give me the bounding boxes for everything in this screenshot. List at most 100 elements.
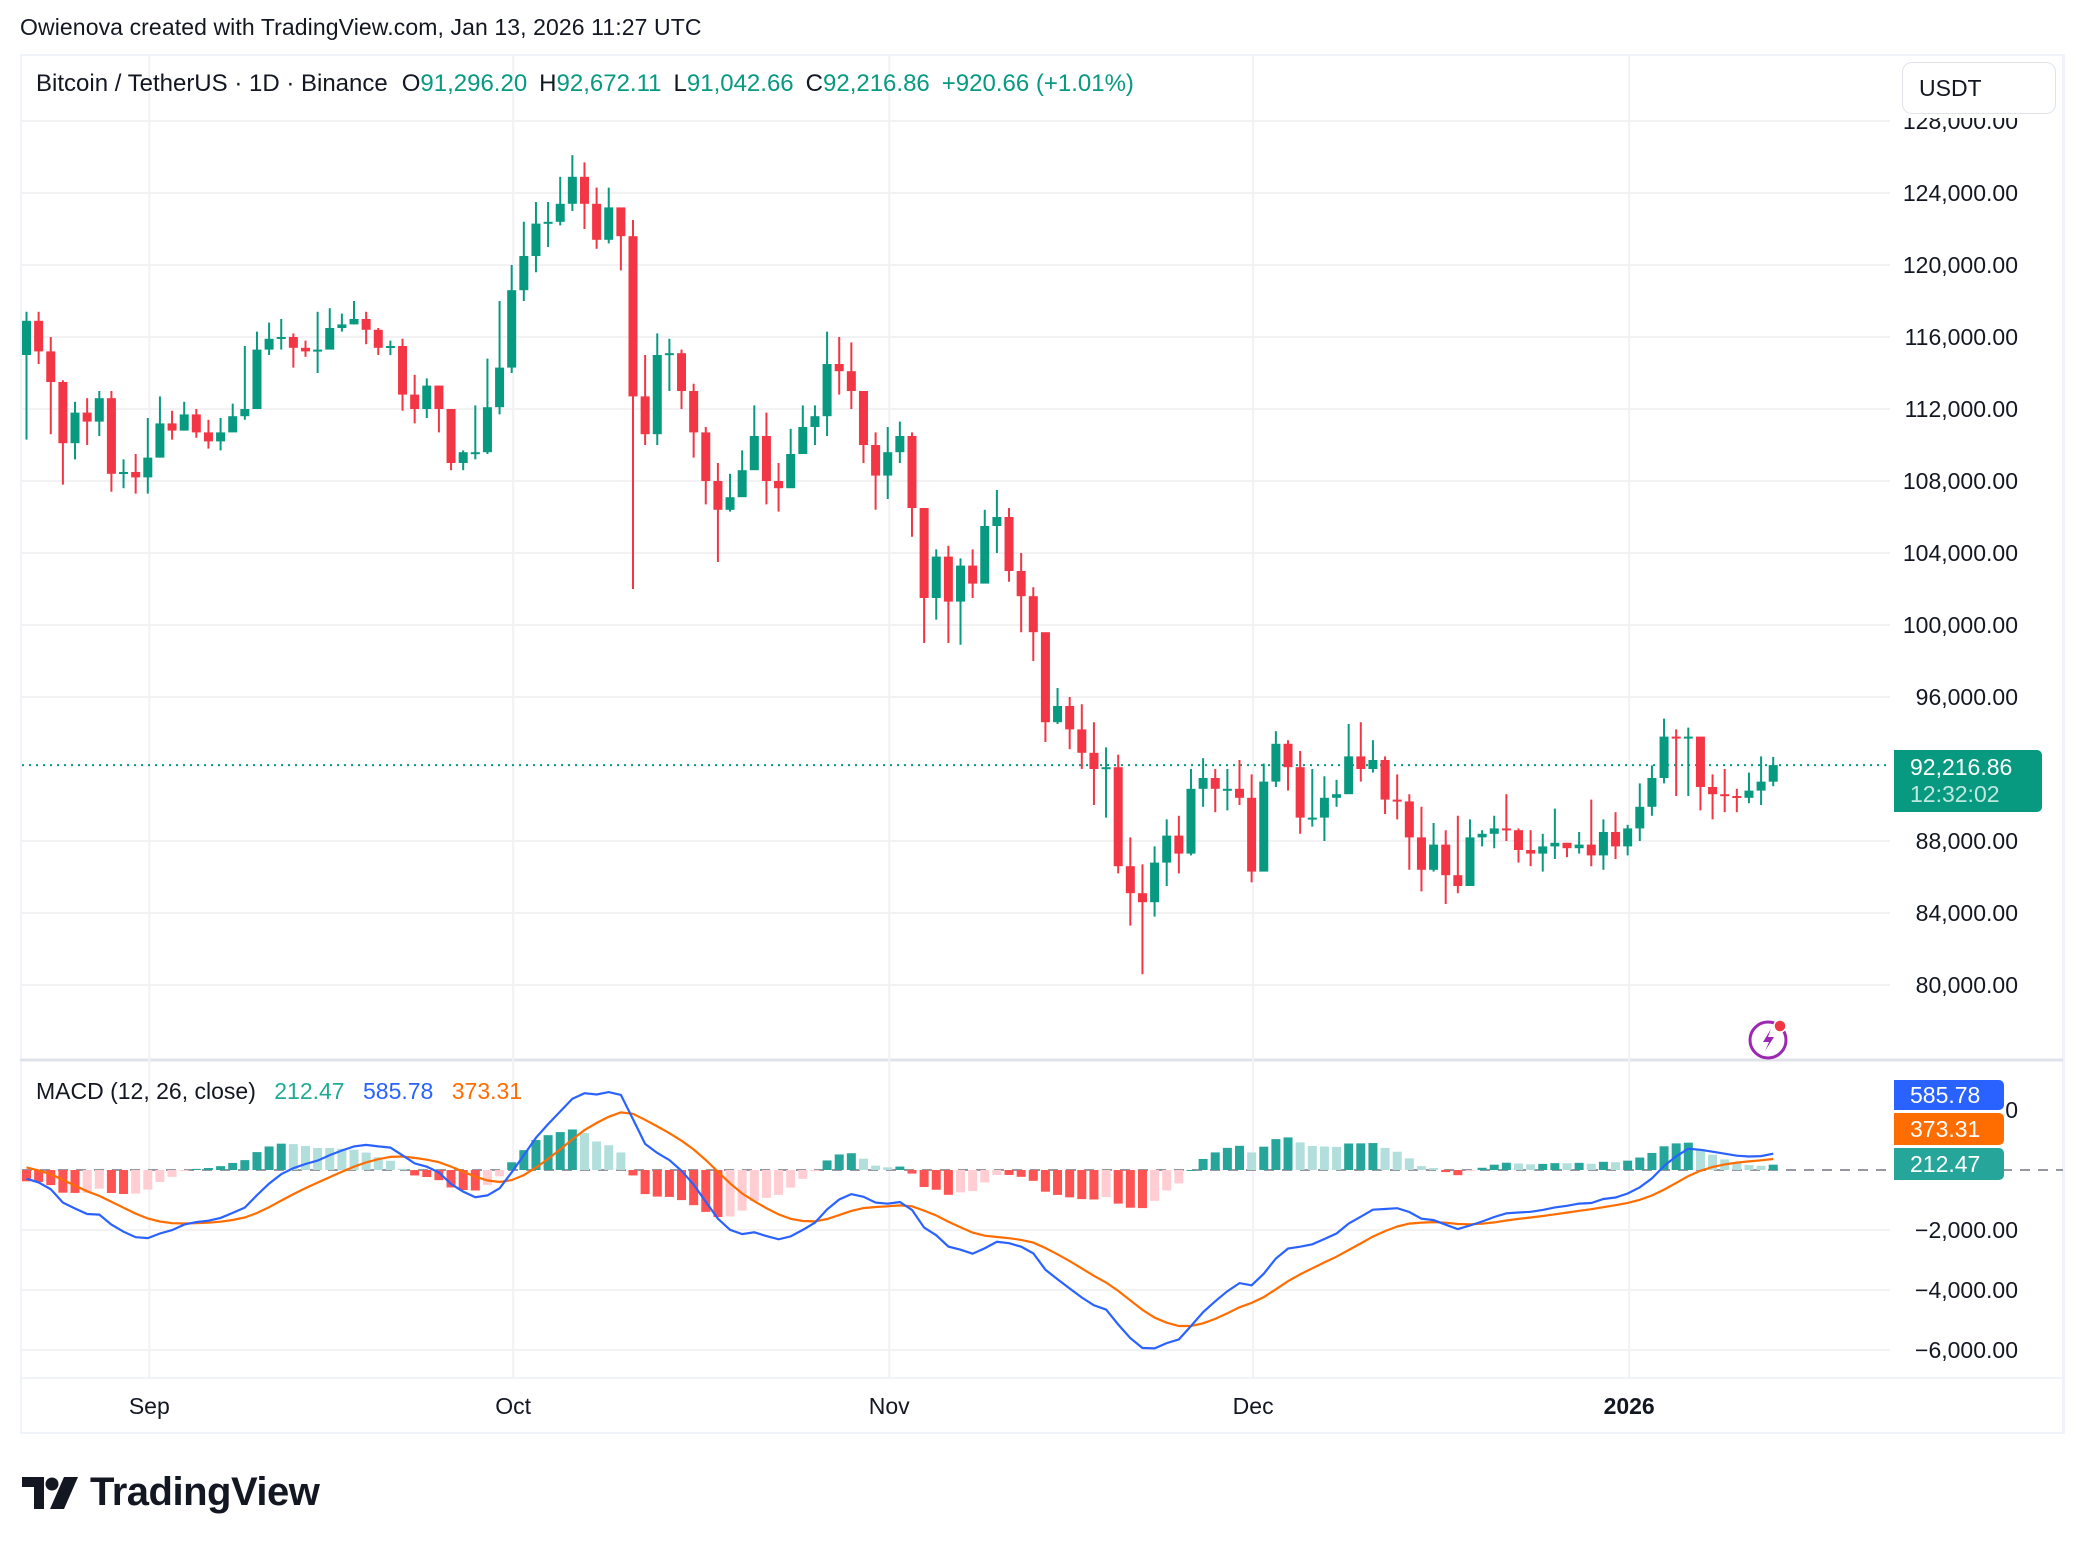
price-axis-label: 104,000.00 [1903, 540, 2018, 566]
candle-body [1647, 778, 1657, 807]
histogram-bar [1368, 1143, 1378, 1170]
histogram-bar [1623, 1160, 1633, 1170]
price-axis-label: 116,000.00 [1905, 324, 2018, 350]
candle-body [907, 436, 917, 508]
histogram-bar [313, 1148, 323, 1170]
histogram-bar [1235, 1145, 1244, 1170]
macd-axis-label: 0 [2005, 1097, 2018, 1123]
histogram-bar [276, 1143, 286, 1170]
macd-title[interactable]: MACD (12, 26, close) [36, 1078, 256, 1104]
price-axis-label: 112,000.00 [1905, 396, 2018, 422]
histogram-bar [1077, 1170, 1087, 1200]
histogram-bar [1708, 1154, 1718, 1170]
price-axis-label: 88,000.00 [1916, 828, 2018, 854]
candle-body [179, 414, 189, 431]
candle-body [1137, 893, 1147, 903]
histogram-bar [458, 1170, 468, 1190]
candle-body [1538, 846, 1548, 854]
candle-body [143, 457, 153, 478]
candle-body [1283, 743, 1293, 768]
tradingview-logo[interactable]: TradingView [22, 1470, 320, 1515]
price-axis-label: 124,000.00 [1903, 180, 2018, 206]
candle-body [956, 565, 966, 602]
histogram-bar [22, 1170, 31, 1182]
candle-body [1513, 830, 1523, 850]
histogram-bar [931, 1170, 941, 1190]
candle-body [919, 508, 929, 598]
candle-body [1720, 794, 1730, 797]
histogram-bar [106, 1170, 116, 1193]
candle-body [1695, 736, 1705, 787]
candle-body [822, 364, 832, 417]
histogram-bar [1586, 1163, 1596, 1170]
flash-alert-icon[interactable] [1746, 1014, 1794, 1067]
candle-body [1344, 756, 1354, 795]
candle-body [1708, 787, 1718, 795]
histogram-bar [1744, 1165, 1754, 1170]
symbol-title[interactable]: Bitcoin / TetherUS · 1D · Binance [36, 70, 388, 97]
candle-body [1319, 797, 1329, 818]
candle-body [1198, 778, 1208, 789]
candle-body [1174, 835, 1184, 854]
candle-body [240, 409, 250, 417]
histogram-bar [1259, 1146, 1269, 1170]
candle-body [1671, 736, 1681, 739]
histogram-bar [325, 1148, 335, 1170]
candle-body [628, 236, 638, 397]
macd-signal-value: 373.31 [451, 1078, 523, 1104]
histogram-bar [300, 1145, 310, 1170]
symbol-legend: Bitcoin / TetherUS · 1D · Binance O 91,29… [36, 70, 1134, 98]
histogram-bar [1695, 1148, 1705, 1170]
histogram-bar [567, 1129, 577, 1170]
histogram-bar [956, 1170, 966, 1193]
histogram-bar [1453, 1170, 1463, 1176]
histogram-bar [1489, 1164, 1499, 1170]
candle-body [337, 324, 347, 328]
histogram-bar [834, 1154, 844, 1170]
candle-body [1271, 743, 1281, 782]
candle-body [1404, 801, 1414, 838]
histogram-bar [119, 1170, 129, 1194]
candle-body [349, 319, 359, 325]
histogram-bar [1137, 1170, 1147, 1209]
histogram-bar [1174, 1170, 1184, 1184]
histogram-bar [1659, 1146, 1669, 1170]
candle-body [871, 445, 881, 476]
currency-button[interactable]: USDT [1902, 62, 2056, 114]
histogram-bar [701, 1170, 711, 1212]
candle-body [264, 338, 274, 350]
histogram-bar [846, 1153, 856, 1170]
histogram-bar [689, 1170, 699, 1206]
histogram-bar [1501, 1162, 1511, 1170]
candle-body [1065, 706, 1075, 730]
low-label: L [673, 70, 687, 97]
candle-body [1756, 781, 1766, 791]
candle-body [616, 207, 626, 237]
candle-body [664, 353, 674, 356]
macd-line [26, 1090, 1774, 1350]
candle-body [131, 472, 141, 478]
candle-body [191, 414, 201, 433]
histogram-bar [1465, 1170, 1475, 1172]
histogram-bar [446, 1170, 456, 1188]
candle-body [737, 470, 747, 498]
candle-body [701, 432, 711, 481]
candle-body [652, 355, 662, 435]
candle-body [482, 407, 492, 453]
candle-body [1259, 781, 1269, 872]
candle-body [1526, 850, 1536, 854]
candle-body [980, 526, 990, 584]
open-value: 91,296.20 [420, 70, 528, 97]
histogram-bar [470, 1170, 480, 1191]
candle-body [1040, 632, 1050, 723]
candle-body [22, 320, 31, 355]
candle-body [604, 207, 614, 240]
histogram-bar [531, 1140, 541, 1170]
time-axis-label: Dec [1233, 1393, 1274, 1419]
candle-body [1368, 760, 1378, 769]
histogram-bar [761, 1170, 771, 1198]
candle-body [410, 394, 420, 409]
histogram-bar [1598, 1161, 1608, 1170]
histogram-bar [82, 1170, 92, 1193]
